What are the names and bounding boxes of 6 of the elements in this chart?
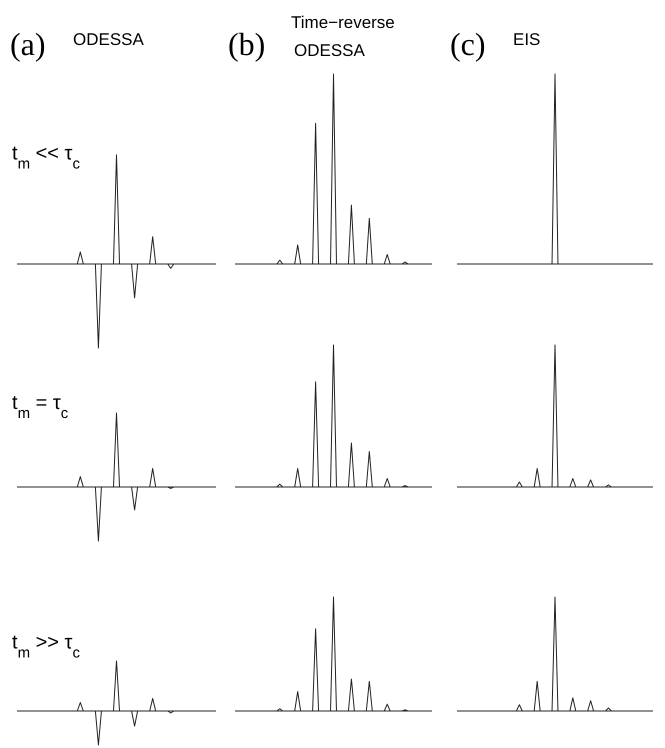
chart-title: (b) Time−reverse ODESSA [228, 13, 395, 62]
y-axis-title: t$_{m}$ << τ$_{c}$ [12, 142, 80, 172]
chart-title: (a) ODESSA [10, 26, 145, 62]
chart-title: (c) EIS [450, 26, 540, 62]
y-axis-title: t$_{m}$ = τ$_{c}$ [12, 392, 69, 422]
y-axis-title: t$_{m}$ >> τ$_{c}$ [12, 631, 80, 661]
